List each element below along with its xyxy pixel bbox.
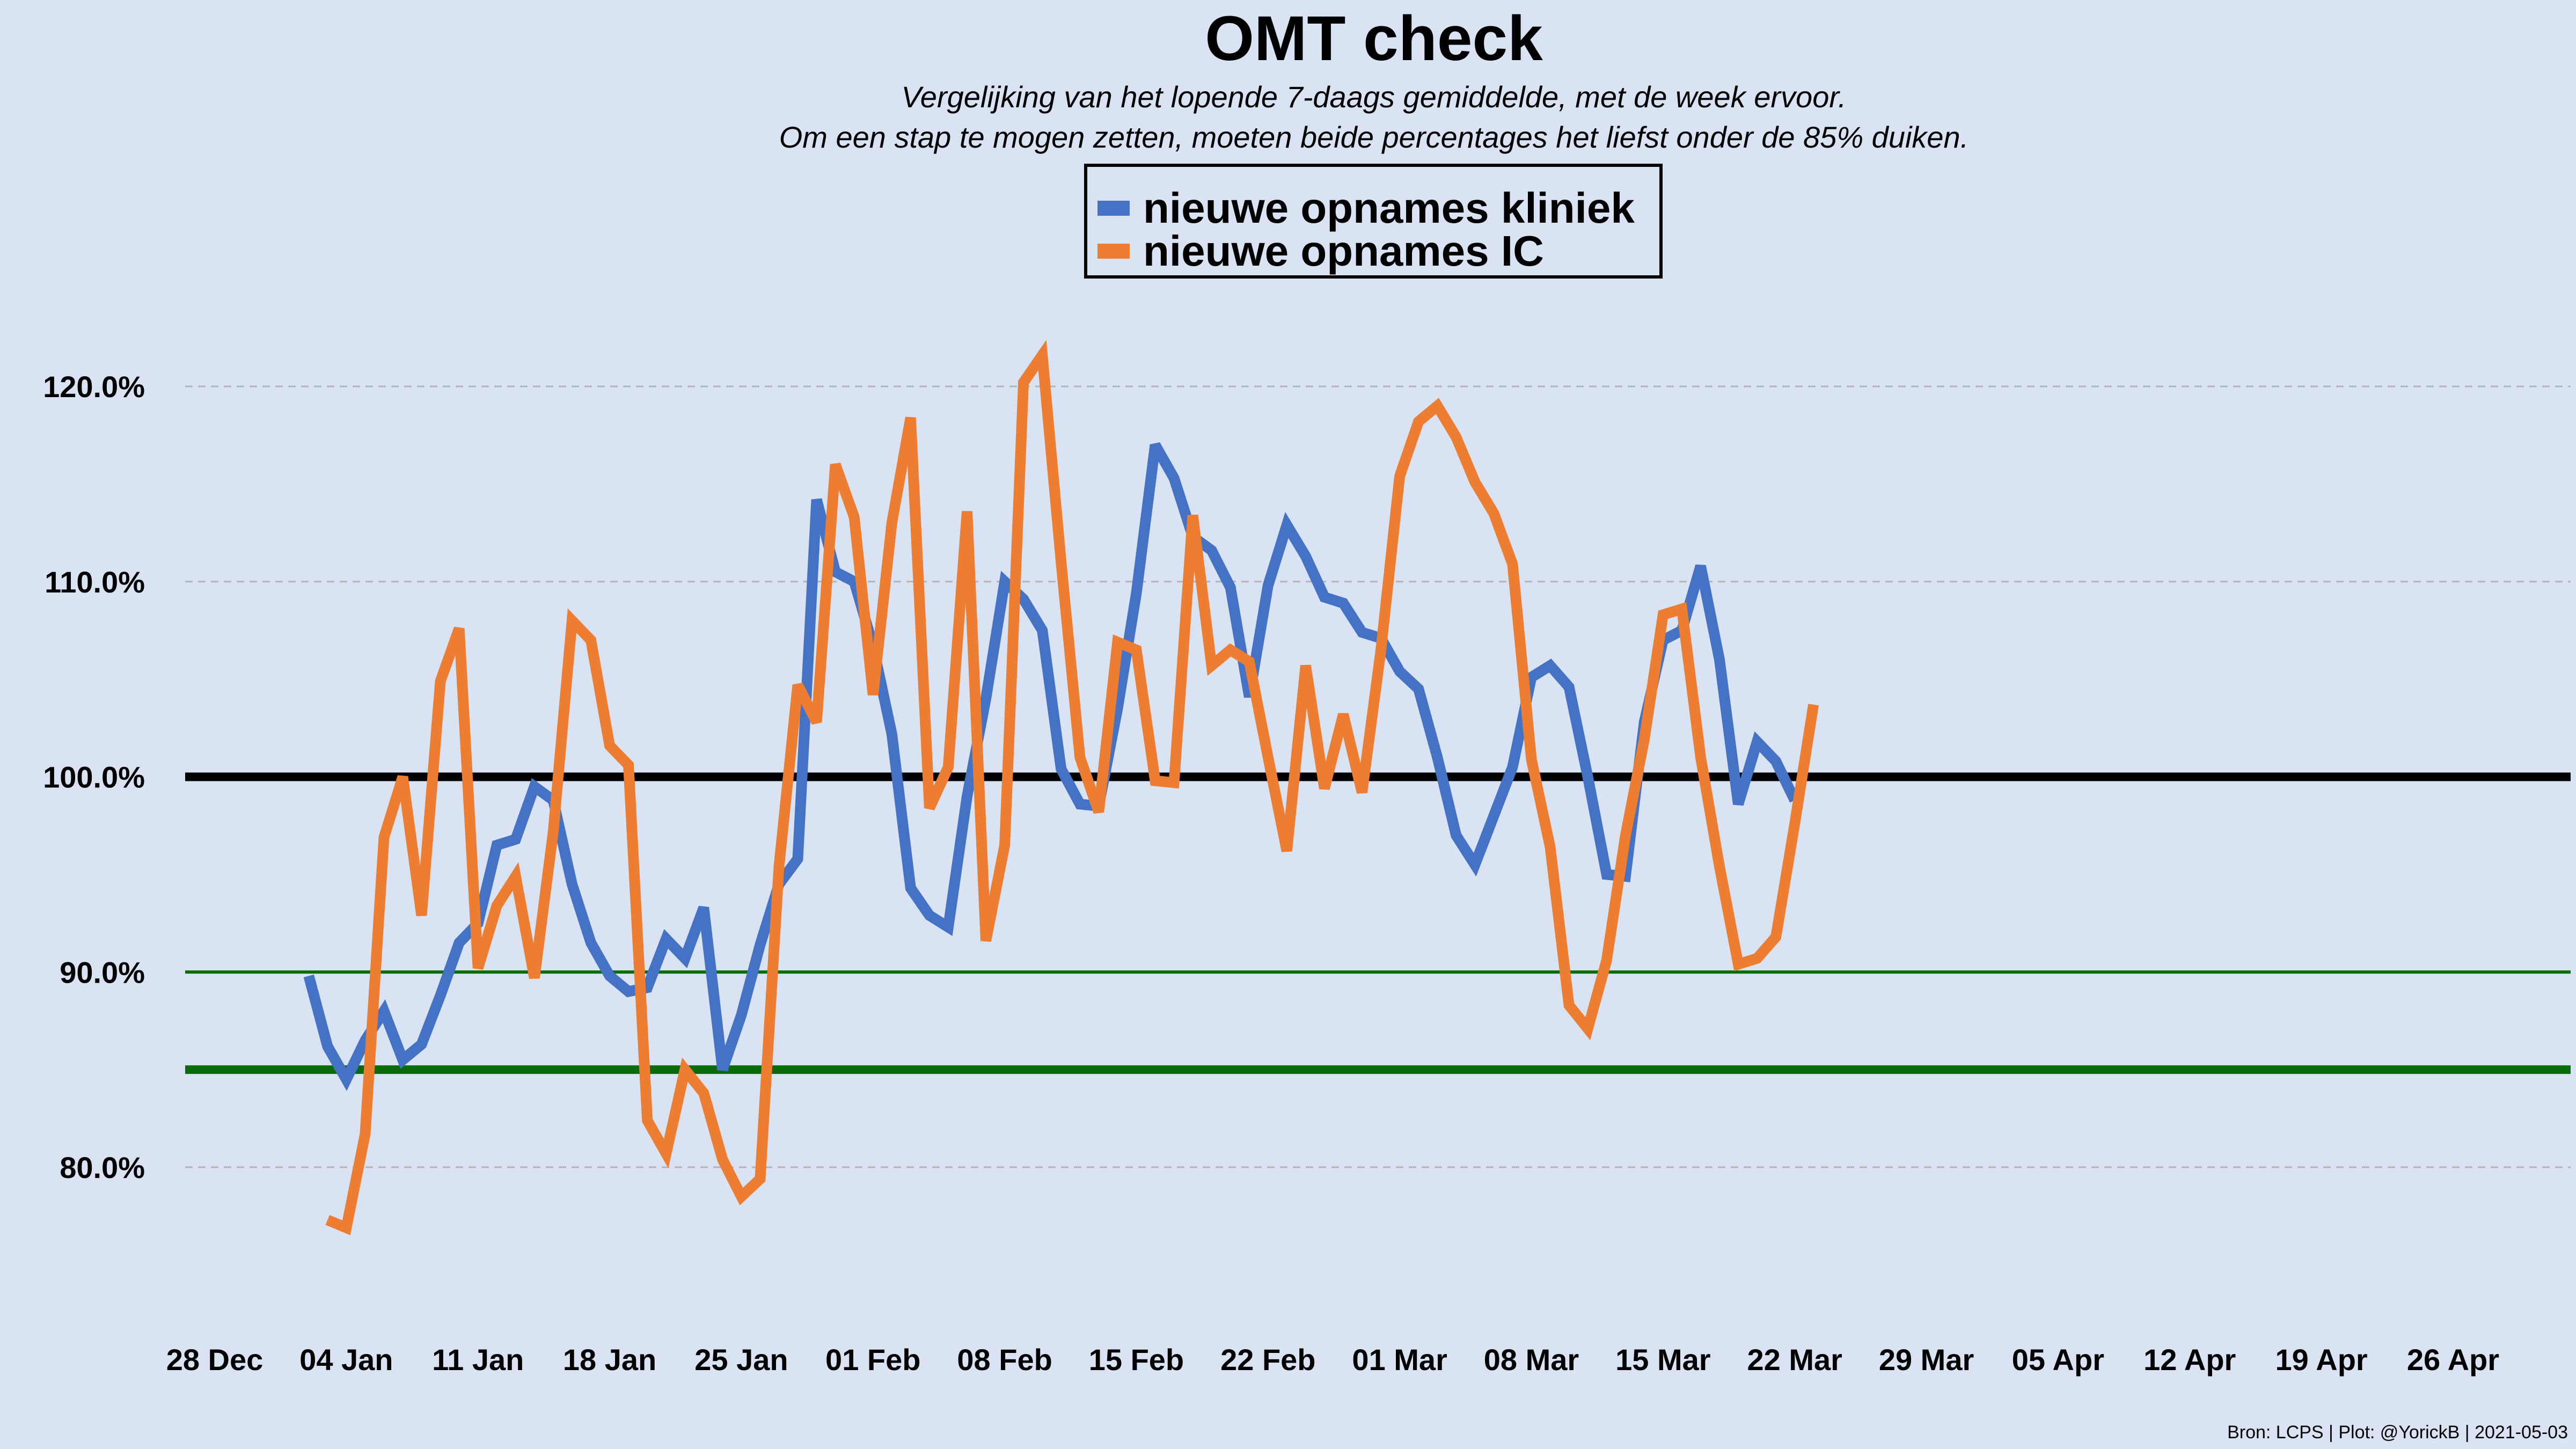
legend-label-kliniek: nieuwe opnames kliniek bbox=[1143, 184, 1635, 232]
x-tick-label: 01 Feb bbox=[825, 1343, 920, 1377]
x-tick-label: 11 Jan bbox=[432, 1343, 524, 1377]
x-tick-label: 12 Apr bbox=[2143, 1343, 2236, 1377]
x-tick-label: 28 Dec bbox=[166, 1343, 264, 1377]
x-tick-label: 22 Feb bbox=[1220, 1343, 1315, 1377]
x-tick-label: 29 Mar bbox=[1879, 1343, 1974, 1377]
y-tick-label: 120.0% bbox=[43, 370, 145, 404]
x-tick-label: 19 Apr bbox=[2275, 1343, 2367, 1377]
x-tick-label: 05 Apr bbox=[2012, 1343, 2104, 1377]
chart-title: OMT check bbox=[1205, 3, 1543, 74]
y-tick-label: 100.0% bbox=[43, 760, 145, 794]
x-tick-label: 15 Mar bbox=[1615, 1343, 1710, 1377]
x-tick-label: 25 Jan bbox=[694, 1343, 788, 1377]
x-tick-label: 04 Jan bbox=[299, 1343, 393, 1377]
series-lines bbox=[303, 340, 1819, 1235]
y-tick-label: 110.0% bbox=[45, 565, 145, 599]
y-tick-label: 90.0% bbox=[60, 955, 145, 989]
x-tick-label: 18 Jan bbox=[563, 1343, 656, 1377]
x-tick-label: 08 Feb bbox=[957, 1343, 1052, 1377]
chart-subtitle-line-2: Om een stap te mogen zetten, moeten beid… bbox=[779, 120, 1969, 154]
reference-lines bbox=[185, 772, 2571, 1074]
x-tick-label: 22 Mar bbox=[1747, 1343, 1842, 1377]
legend-label-ic: nieuwe opnames IC bbox=[1143, 227, 1544, 275]
source-credit: Bron: LCPS | Plot: @YorickB | 2021-05-03 bbox=[2227, 1422, 2568, 1443]
legend-box bbox=[1084, 164, 1663, 279]
x-tick-label: 01 Mar bbox=[1352, 1343, 1447, 1377]
y-tick-label: 80.0% bbox=[60, 1151, 145, 1184]
x-tick-label: 26 Apr bbox=[2407, 1343, 2499, 1377]
x-tick-label: 08 Mar bbox=[1484, 1343, 1579, 1377]
chart-subtitle-line-1: Vergelijking van het lopende 7-daags gem… bbox=[902, 80, 1847, 114]
y-axis-tick-labels: 80.0% 90.0% 100.0% 110.0% 120.0% bbox=[43, 370, 145, 1184]
x-axis-tick-labels: 28 Dec 04 Jan 11 Jan 18 Jan 25 Jan 01 Feb 08 F… bbox=[166, 1343, 2499, 1377]
x-tick-label: 15 Feb bbox=[1089, 1343, 1184, 1377]
series-line-ic bbox=[325, 340, 1819, 1235]
legend: nieuwe opnames kliniek nieuwe opnames IC bbox=[1084, 164, 1663, 279]
